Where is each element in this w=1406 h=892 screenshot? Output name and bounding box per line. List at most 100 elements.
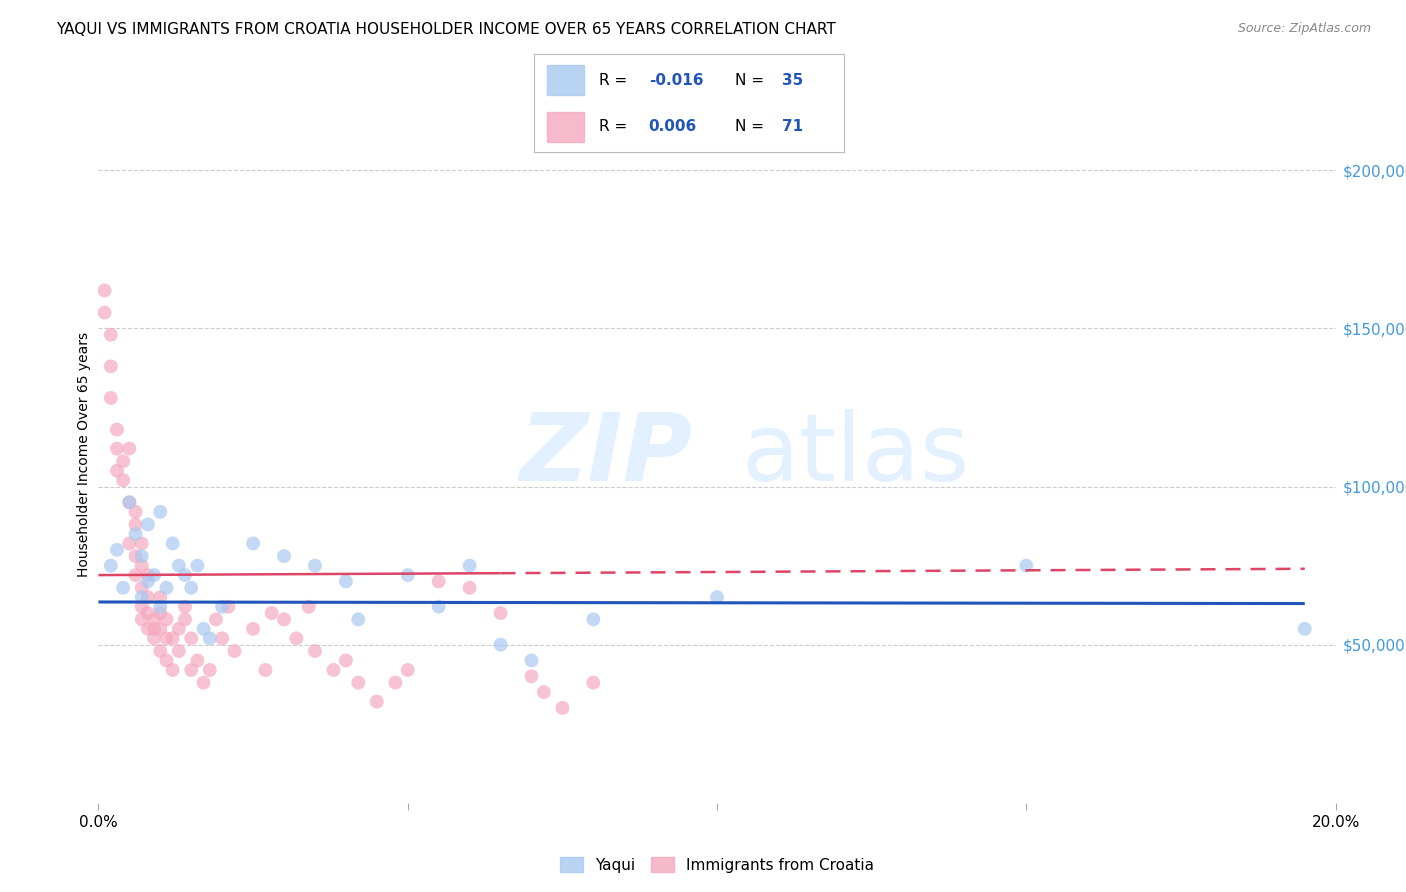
Point	[118, 536, 141, 550]
Point	[396, 663, 419, 677]
Point	[335, 574, 357, 589]
Point	[582, 675, 605, 690]
FancyBboxPatch shape	[547, 65, 583, 95]
Point	[105, 423, 128, 437]
Point	[193, 622, 215, 636]
Point	[124, 549, 146, 563]
Point	[112, 454, 135, 468]
Y-axis label: Householder Income Over 65 years: Householder Income Over 65 years	[77, 333, 91, 577]
Point	[149, 606, 172, 620]
Point	[155, 653, 177, 667]
Point	[167, 558, 190, 573]
Point	[489, 606, 512, 620]
Point	[149, 591, 172, 605]
Point	[149, 599, 172, 614]
Point	[118, 495, 141, 509]
Point	[533, 685, 555, 699]
Point	[100, 359, 122, 374]
Point	[260, 606, 283, 620]
Point	[304, 558, 326, 573]
Point	[427, 599, 450, 614]
Point	[131, 536, 153, 550]
Point	[489, 638, 512, 652]
Point	[520, 669, 543, 683]
Point	[347, 612, 370, 626]
Point	[180, 663, 202, 677]
Point	[347, 675, 370, 690]
Point	[167, 622, 190, 636]
Point	[100, 391, 122, 405]
Point	[304, 644, 326, 658]
Point	[167, 644, 190, 658]
Text: 0.006: 0.006	[648, 119, 697, 134]
Point	[174, 568, 197, 582]
Point	[143, 632, 166, 646]
Point	[322, 663, 344, 677]
Legend: Yaqui, Immigrants from Croatia: Yaqui, Immigrants from Croatia	[554, 850, 880, 879]
Point	[273, 549, 295, 563]
Point	[131, 558, 153, 573]
Point	[155, 612, 177, 626]
Point	[205, 612, 228, 626]
Point	[162, 536, 184, 550]
Point	[155, 581, 177, 595]
Point	[131, 549, 153, 563]
Text: 35: 35	[782, 72, 803, 87]
Point	[136, 606, 159, 620]
Point	[124, 505, 146, 519]
Point	[706, 591, 728, 605]
Point	[180, 581, 202, 595]
Text: Source: ZipAtlas.com: Source: ZipAtlas.com	[1237, 22, 1371, 36]
Point	[124, 568, 146, 582]
Point	[335, 653, 357, 667]
Point	[366, 695, 388, 709]
Point	[193, 675, 215, 690]
Point	[458, 581, 481, 595]
Point	[131, 581, 153, 595]
Text: -0.016: -0.016	[648, 72, 703, 87]
Point	[149, 622, 172, 636]
Point	[124, 517, 146, 532]
Point	[396, 568, 419, 582]
Point	[149, 644, 172, 658]
Point	[520, 653, 543, 667]
Text: R =: R =	[599, 72, 633, 87]
Point	[254, 663, 277, 677]
Point	[155, 632, 177, 646]
FancyBboxPatch shape	[547, 112, 583, 142]
Point	[131, 599, 153, 614]
Point	[149, 505, 172, 519]
Point	[112, 581, 135, 595]
Point	[211, 599, 233, 614]
Point	[118, 442, 141, 456]
Point	[136, 574, 159, 589]
Point	[136, 591, 159, 605]
Point	[174, 612, 197, 626]
Point	[162, 632, 184, 646]
Text: ZIP: ZIP	[519, 409, 692, 501]
Point	[242, 622, 264, 636]
Point	[136, 517, 159, 532]
Point	[112, 473, 135, 487]
Point	[143, 612, 166, 626]
Point	[186, 558, 208, 573]
Point	[224, 644, 246, 658]
Text: YAQUI VS IMMIGRANTS FROM CROATIA HOUSEHOLDER INCOME OVER 65 YEARS CORRELATION CH: YAQUI VS IMMIGRANTS FROM CROATIA HOUSEHO…	[56, 22, 837, 37]
Point	[105, 464, 128, 478]
Point	[1015, 558, 1038, 573]
Point	[217, 599, 239, 614]
Point	[285, 632, 308, 646]
Point	[118, 495, 141, 509]
Point	[100, 327, 122, 342]
Point	[131, 591, 153, 605]
Text: atlas: atlas	[742, 409, 970, 501]
Point	[143, 568, 166, 582]
Point	[93, 305, 115, 319]
Point	[273, 612, 295, 626]
Text: 71: 71	[782, 119, 803, 134]
Point	[242, 536, 264, 550]
Point	[105, 542, 128, 557]
Point	[186, 653, 208, 667]
Point	[124, 527, 146, 541]
Point	[93, 284, 115, 298]
